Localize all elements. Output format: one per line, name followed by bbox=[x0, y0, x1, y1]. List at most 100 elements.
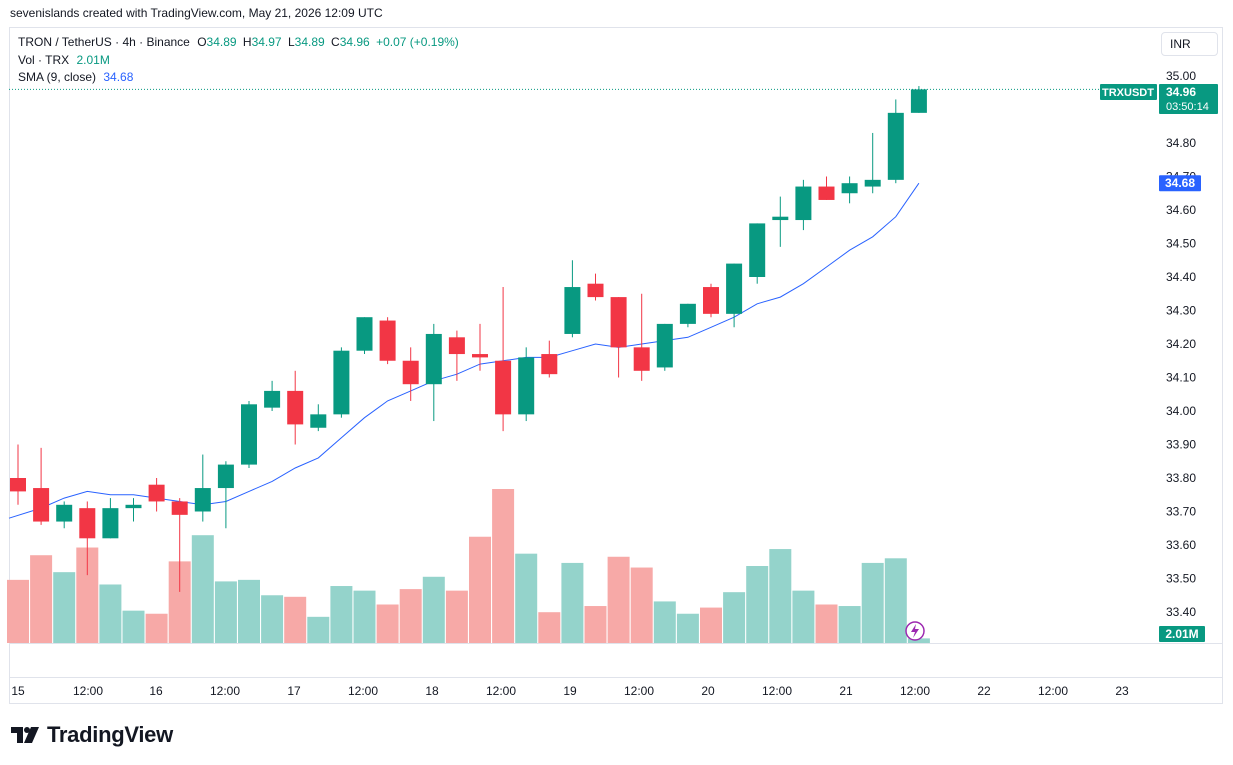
volume-bar bbox=[746, 566, 769, 643]
price-tick-label: 33.80 bbox=[1166, 471, 1196, 485]
volume-bar bbox=[376, 604, 399, 643]
time-tick-label: 21 bbox=[839, 684, 853, 698]
volume-bar bbox=[53, 572, 76, 643]
candle-body bbox=[910, 89, 927, 113]
candle bbox=[10, 444, 26, 505]
candle bbox=[102, 498, 119, 539]
close-value: 34.96 bbox=[339, 35, 370, 49]
volume-bar bbox=[122, 610, 145, 643]
candle-body bbox=[864, 179, 881, 187]
volume-tag bbox=[1159, 626, 1205, 642]
candle bbox=[587, 273, 604, 301]
candle-body bbox=[10, 478, 26, 492]
candle-body bbox=[679, 303, 696, 324]
volume-bar bbox=[492, 489, 515, 643]
candle bbox=[217, 461, 234, 529]
candle-body bbox=[287, 390, 304, 425]
candle bbox=[610, 297, 627, 378]
time-tick-label: 12:00 bbox=[348, 684, 378, 698]
candle-body bbox=[541, 354, 558, 375]
sma-label: SMA (9, close) bbox=[18, 70, 97, 84]
close-label: C bbox=[331, 35, 340, 49]
candle-body bbox=[726, 263, 743, 314]
countdown-label: 03:50:14 bbox=[1166, 101, 1209, 113]
candle bbox=[541, 340, 558, 378]
low-value: 34.89 bbox=[294, 35, 325, 49]
price-tick-label: 33.40 bbox=[1166, 605, 1196, 619]
volume-bar bbox=[399, 589, 422, 643]
volume-bar bbox=[469, 536, 491, 643]
price-tick-label: 33.70 bbox=[1166, 505, 1196, 519]
candle bbox=[194, 454, 211, 522]
open-value: 34.89 bbox=[206, 35, 237, 49]
volume-bars bbox=[7, 489, 930, 643]
time-tick-label: 18 bbox=[425, 684, 439, 698]
candle bbox=[472, 323, 488, 371]
candle bbox=[772, 196, 789, 247]
candle-body bbox=[887, 112, 904, 180]
time-tick-label: 17 bbox=[287, 684, 301, 698]
candle bbox=[495, 287, 512, 432]
candle-body bbox=[171, 501, 188, 515]
volume-bar bbox=[861, 562, 884, 643]
volume-bar bbox=[191, 535, 214, 643]
tradingview-logo[interactable]: TradingView bbox=[11, 722, 173, 748]
candle bbox=[795, 179, 812, 231]
high-label: H bbox=[242, 35, 252, 49]
currency-selector[interactable]: INR bbox=[1161, 32, 1218, 56]
tradingview-logo-icon bbox=[11, 727, 39, 743]
candle-body bbox=[703, 287, 719, 314]
price-tick-label: 34.50 bbox=[1166, 237, 1196, 251]
volume-bar bbox=[422, 576, 445, 643]
symbol-tag bbox=[1100, 84, 1157, 100]
price-tick-label: 34.80 bbox=[1166, 136, 1196, 150]
volume-bar bbox=[7, 579, 29, 643]
volume-bar bbox=[284, 596, 307, 643]
last-price-tag-label: 34.96 bbox=[1166, 85, 1196, 99]
volume-bar bbox=[584, 606, 607, 643]
volume-bar bbox=[884, 558, 907, 643]
candle-body bbox=[749, 223, 766, 277]
candle-body bbox=[610, 297, 627, 348]
candle-body bbox=[125, 504, 142, 509]
candle bbox=[241, 400, 257, 468]
candle-body bbox=[102, 508, 119, 539]
time-tick-label: 22 bbox=[977, 684, 991, 698]
candle-body bbox=[495, 360, 512, 415]
chart-credit: sevenislands created with TradingView.co… bbox=[10, 6, 383, 20]
volume-bar bbox=[700, 607, 722, 643]
volume-bar bbox=[307, 616, 330, 643]
candle bbox=[379, 317, 396, 365]
candle-body bbox=[425, 333, 442, 385]
volume-bar bbox=[99, 584, 122, 643]
candle bbox=[633, 293, 650, 381]
candle bbox=[864, 132, 881, 194]
candle bbox=[564, 260, 581, 338]
time-tick-label: 12:00 bbox=[762, 684, 792, 698]
sma-price-tag bbox=[1159, 175, 1201, 192]
sma-legend[interactable]: SMA (9, close) 34.68 bbox=[18, 70, 133, 84]
time-tick-label: 12:00 bbox=[73, 684, 103, 698]
candle bbox=[287, 370, 304, 445]
candle bbox=[402, 347, 419, 401]
candle-body bbox=[841, 183, 858, 194]
symbol-legend[interactable]: TRON / TetherUS · 4h · Binance O34.89 H3… bbox=[18, 35, 459, 49]
low-label: L bbox=[287, 35, 295, 49]
candle-body bbox=[379, 320, 396, 361]
candle-body bbox=[56, 504, 73, 522]
volume-bar bbox=[30, 555, 53, 643]
volume-bar bbox=[907, 638, 930, 643]
time-tick-label: 12:00 bbox=[624, 684, 654, 698]
candle-body bbox=[772, 216, 789, 221]
time-tick-label: 12:00 bbox=[900, 684, 930, 698]
volume-legend[interactable]: Vol · TRX 2.01M bbox=[18, 53, 110, 67]
volume-bar bbox=[561, 562, 584, 643]
volume-bar bbox=[515, 553, 538, 643]
candle bbox=[171, 498, 188, 592]
candle-body bbox=[217, 464, 234, 489]
candle bbox=[679, 303, 696, 328]
candle bbox=[841, 176, 858, 204]
currency-label: INR bbox=[1170, 37, 1191, 51]
price-tick-label: 34.10 bbox=[1166, 371, 1196, 385]
